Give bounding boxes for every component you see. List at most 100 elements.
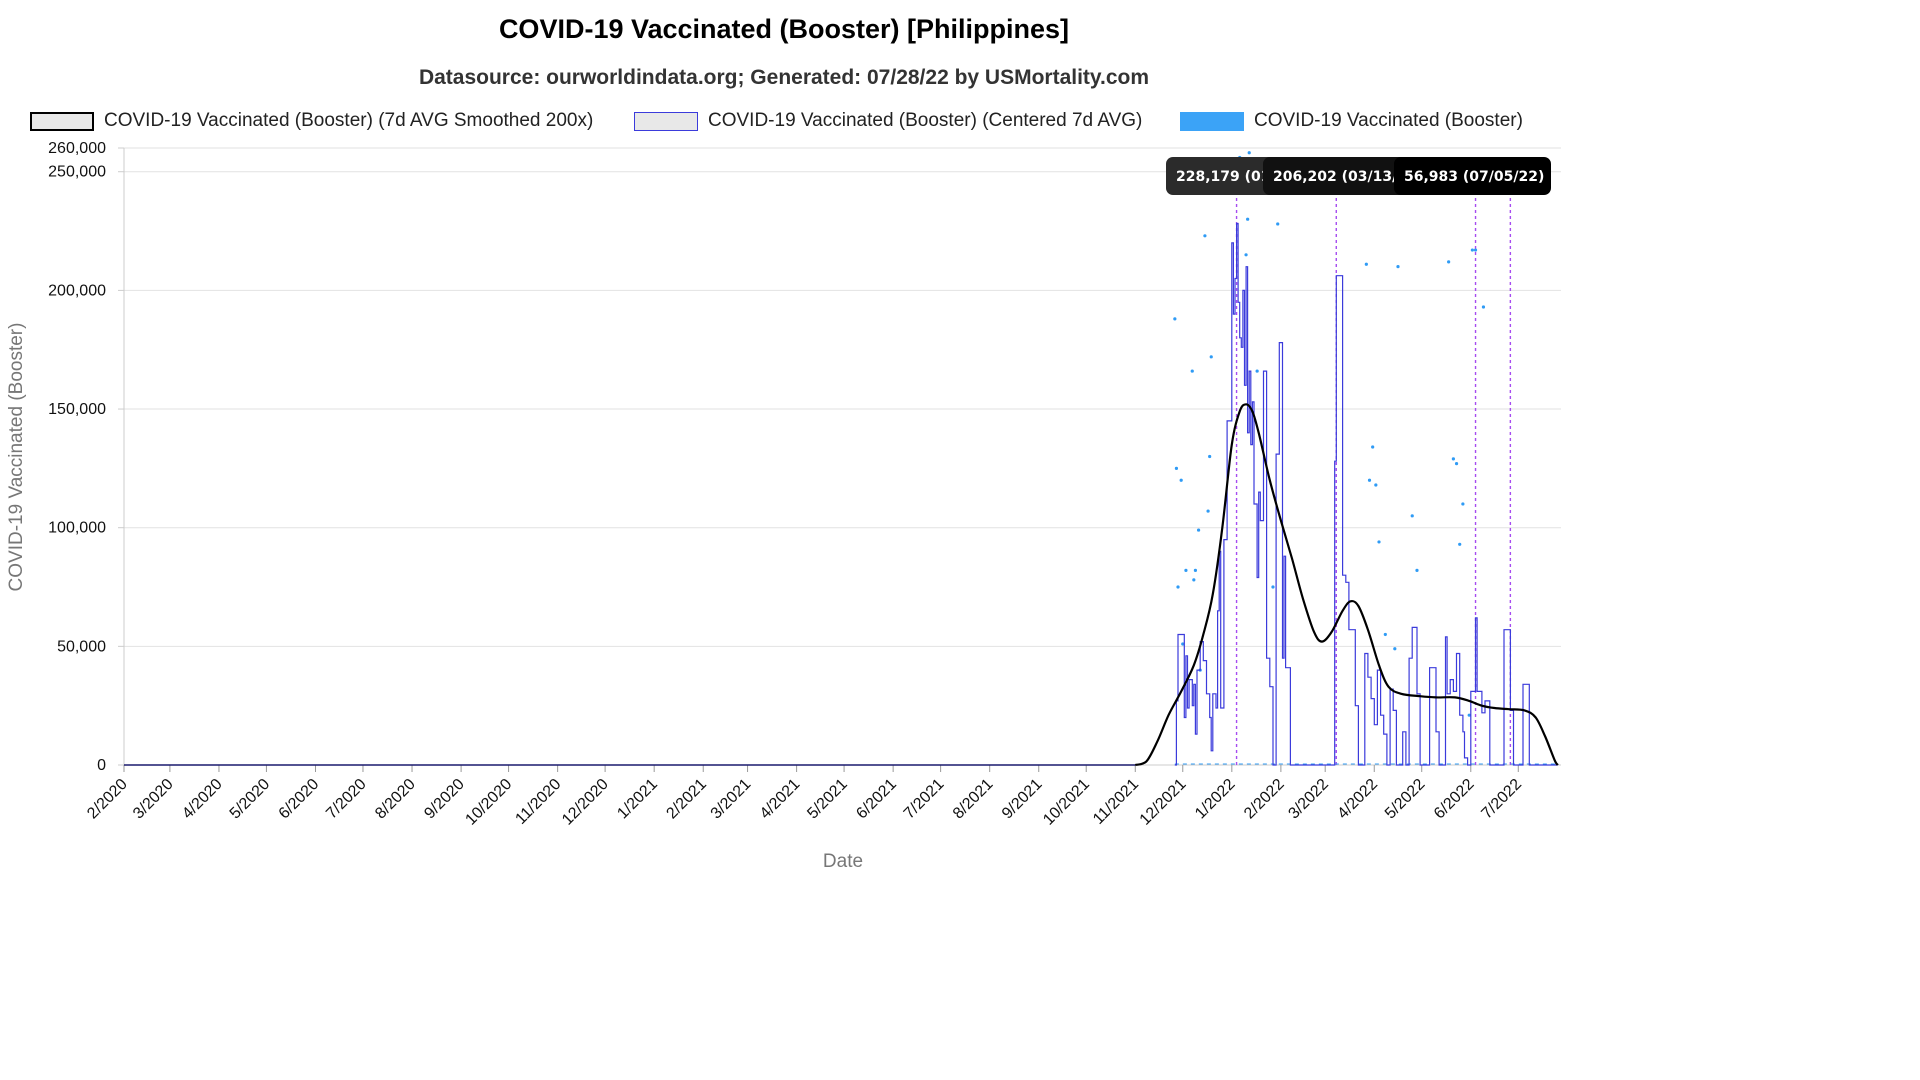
legend-label-smoothed: COVID-19 Vaccinated (Booster) (7d AVG Sm… — [104, 110, 594, 131]
y-tick-label: 250,000 — [48, 164, 106, 181]
data-point — [1173, 317, 1177, 321]
legend-item-daily[interactable]: COVID-19 Vaccinated (Booster) — [1180, 106, 1523, 136]
legend-swatch-centered — [634, 111, 698, 131]
x-tick-label: 5/2020 — [227, 776, 274, 823]
x-tick-label: 11/2020 — [512, 776, 564, 828]
vertical-markers — [1235, 168, 1512, 765]
data-point — [1454, 462, 1459, 466]
data-point — [1179, 478, 1183, 482]
x-tick-label: 2/2020 — [84, 776, 131, 823]
x-tick-label: 4/2022 — [1334, 776, 1381, 823]
y-tick-label: 200,000 — [48, 282, 106, 299]
data-point — [1470, 248, 1474, 252]
data-point — [1244, 253, 1248, 257]
data-point — [1447, 260, 1451, 264]
tooltip: 56,983 (07/05/22) — [1394, 157, 1551, 195]
x-tick-label: 3/2022 — [1285, 776, 1332, 823]
data-point — [1276, 222, 1280, 226]
x-tick-label: 3/2021 — [708, 776, 755, 823]
y-tick-label: 150,000 — [48, 401, 106, 418]
x-tick-label: 5/2021 — [804, 776, 851, 823]
chart-title: COVID-19 Vaccinated (Booster) [Philippin… — [498, 14, 1070, 44]
x-tick-label: 2/2022 — [1241, 776, 1288, 823]
data-point — [1203, 234, 1207, 238]
data-point — [1255, 369, 1259, 373]
data-point — [1377, 540, 1381, 544]
data-point — [1209, 355, 1213, 359]
legend-label-centered: COVID-19 Vaccinated (Booster) (Centered … — [708, 110, 1143, 131]
data-point — [1247, 151, 1251, 155]
x-tick-label: 7/2022 — [1478, 776, 1525, 823]
x-axis: 2/2020 3/2020 4/2020 5/2020 6/2020 7/2020 8/20… — [84, 764, 1561, 829]
data-point — [1271, 585, 1275, 589]
smoothed-line — [1134, 403, 1559, 767]
x-axis-title: Date — [823, 851, 863, 872]
data-point — [1246, 217, 1250, 221]
data-point — [1393, 647, 1397, 651]
y-tick-label: 100,000 — [48, 520, 106, 537]
series-daily-points — [1173, 151, 1558, 765]
data-point — [1467, 713, 1471, 717]
x-tick-label: 10/2020 — [462, 776, 515, 829]
y-tick-label: 260,000 — [48, 140, 106, 157]
x-tick-label: 5/2022 — [1382, 776, 1429, 823]
tooltip: 206,202 (03/13/22) — [1263, 157, 1423, 195]
data-point — [1374, 483, 1378, 487]
legend-swatch-smoothed — [30, 111, 94, 131]
x-tick-label: 7/2021 — [901, 776, 948, 823]
chart-subtitle: Datasource: ourworldindata.org; Generate… — [418, 66, 1150, 89]
x-tick-label: 8/2021 — [950, 776, 997, 823]
legend-swatch-daily — [1180, 111, 1244, 131]
tooltip-label: 56,983 (07/05/22) — [1404, 169, 1544, 185]
chart-plot: 0 50,000 100,000 150,000 200,000 250,000 260,0… — [6, 140, 1561, 872]
data-point — [1206, 509, 1210, 513]
x-tick-label: 10/2021 — [1040, 776, 1093, 829]
gridlines — [124, 147, 1561, 766]
series-centered-avg — [1174, 222, 1558, 766]
x-tick-label: 12/2020 — [559, 776, 612, 829]
legend-item-smoothed[interactable]: COVID-19 Vaccinated (Booster) (7d AVG Sm… — [30, 106, 593, 136]
tooltips: 228,179 (01/04/22)206,202 (03/13/22)56,9… — [1166, 157, 1551, 195]
data-point — [1383, 632, 1387, 637]
data-point — [1481, 305, 1486, 309]
data-point — [1473, 248, 1478, 252]
x-tick-label: 3/2020 — [130, 776, 177, 823]
data-point — [1184, 568, 1188, 573]
x-tick-label: 6/2021 — [853, 776, 900, 823]
x-tick-label: 4/2020 — [179, 776, 226, 823]
data-point — [1196, 528, 1201, 532]
data-point — [1174, 466, 1179, 470]
legend-item-centered[interactable]: COVID-19 Vaccinated (Booster) (Centered … — [634, 106, 1142, 136]
legend: COVID-19 Vaccinated (Booster) (7d AVG Sm… — [0, 106, 1568, 136]
x-tick-label: 4/2021 — [757, 776, 804, 823]
data-point — [1176, 585, 1180, 589]
data-point — [1415, 568, 1419, 573]
x-tick-label: 1/2022 — [1192, 776, 1239, 823]
data-point — [1190, 369, 1194, 373]
tooltip-box — [1394, 157, 1551, 195]
data-point — [1181, 642, 1185, 646]
tooltip-label: 206,202 (03/13/22) — [1273, 169, 1423, 185]
centered-avg-line — [1174, 222, 1558, 766]
data-point — [1367, 478, 1372, 482]
x-tick-label: 2/2021 — [663, 776, 710, 823]
series-smoothed — [1134, 403, 1559, 767]
x-tick-label: 6/2022 — [1431, 776, 1478, 823]
y-axis: 0 50,000 100,000 150,000 200,000 250,000 260,0… — [48, 140, 125, 774]
data-point — [1461, 502, 1465, 506]
x-tick-label: 1/2021 — [614, 776, 661, 823]
x-tick-label: 11/2021 — [1090, 776, 1142, 828]
x-tick-label: 9/2020 — [421, 776, 468, 823]
x-tick-label: 12/2021 — [1137, 776, 1190, 829]
data-point — [1371, 445, 1375, 449]
data-point — [1410, 514, 1414, 518]
data-point — [1396, 265, 1400, 269]
data-point — [1458, 542, 1462, 546]
legend-label-daily: COVID-19 Vaccinated (Booster) — [1254, 110, 1523, 131]
x-tick-label: 9/2021 — [999, 776, 1046, 823]
y-axis-title: COVID-19 Vaccinated (Booster) — [6, 323, 27, 592]
data-point — [1364, 262, 1368, 266]
x-tick-label: 6/2020 — [276, 776, 323, 823]
data-point — [1192, 578, 1196, 582]
x-tick-label: 8/2020 — [372, 776, 419, 823]
